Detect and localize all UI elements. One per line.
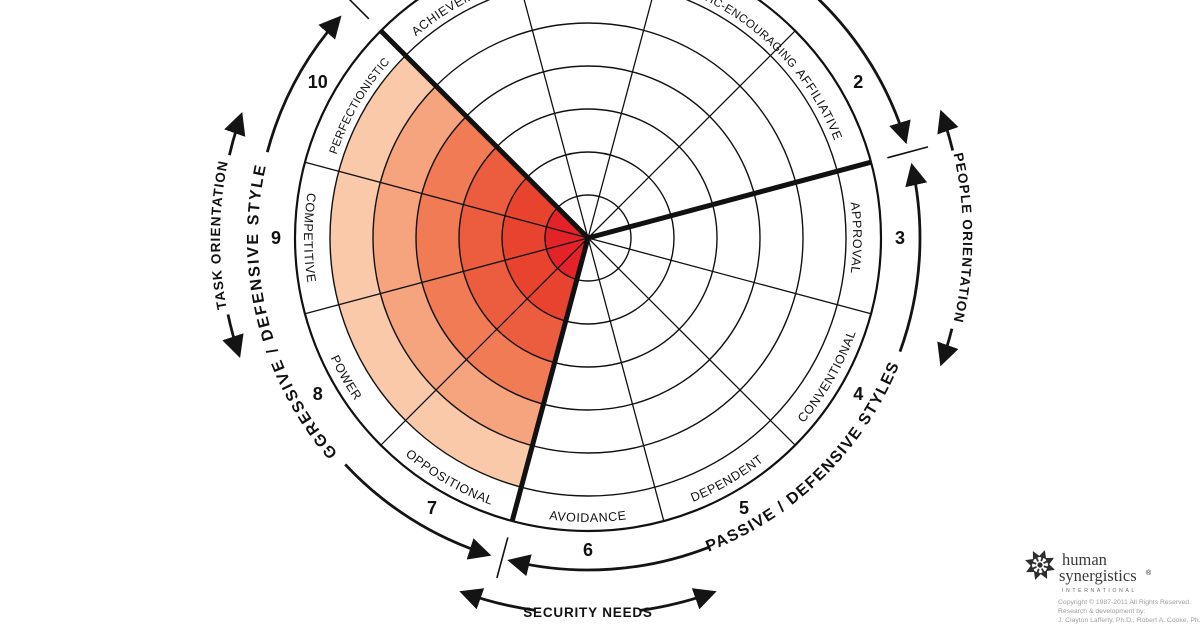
style-number-8: 8 [313, 384, 323, 404]
style-label-humanistic-encouraging: HUMANISTIC-ENCOURAGING [650, 0, 799, 71]
spoke-255 [304, 237, 589, 315]
aggressive-cluster-label: AGGRESSIVE / DEFENSIVE STYLES [0, 0, 341, 462]
ring-1 [544, 194, 632, 282]
highlight-band-3 [459, 146, 566, 363]
spoke-15 [587, 0, 653, 239]
passive-arc-lead [507, 545, 711, 577]
ring-5 [372, 22, 804, 454]
cluster-boundary-315 [379, 29, 590, 240]
brand: human synergistics ® INTERNATIONAL Copyr… [1025, 550, 1200, 624]
highlight-band-6 [330, 55, 533, 488]
highlight-band-2 [502, 177, 577, 322]
aggressive-arc-lead [344, 463, 492, 560]
style-label-affiliative: AFFILIATIVE [793, 66, 845, 142]
highlight-band-5 [373, 85, 544, 446]
task-orientation-label: TASK ORIENTATION [208, 159, 231, 311]
aggressive-arc-trail [265, 15, 342, 153]
style-label-power: POWER [328, 353, 365, 403]
style-number-2: 2 [853, 72, 863, 92]
brand-registered-mark: ® [1146, 569, 1152, 577]
cluster-tick-195 [496, 537, 509, 579]
style-number-7: 7 [427, 498, 437, 518]
style-label-competitive: COMPETITIVE [301, 192, 319, 284]
style-number-10: 10 [308, 72, 328, 92]
spoke-225 [380, 237, 589, 446]
brand-name-line2: synergistics [1059, 566, 1137, 585]
brand-subtitle: INTERNATIONAL [1062, 588, 1137, 594]
ring-2 [501, 151, 675, 325]
people-orientation-label: PEOPLE ORIENTATION [951, 151, 975, 324]
brand-credit-1: Research & development by: [1058, 608, 1145, 615]
brand-copyright: Copyright © 1987-2011 All Rights Reserve… [1058, 598, 1191, 606]
highlight-band-4 [416, 116, 555, 405]
spoke-285 [304, 161, 589, 239]
style-label-approval: APPROVAL [848, 201, 864, 275]
spoke-165 [587, 237, 665, 522]
style-label-achievement: ACHIEVEMENT [409, 0, 501, 39]
people-arrow-bottom [937, 328, 959, 367]
cluster-boundary-195 [509, 237, 591, 522]
style-number-3: 3 [895, 228, 905, 248]
style-number-6: 6 [583, 540, 593, 560]
style-numbers: 2 3 4 5 6 7 8 9 10 [271, 72, 905, 560]
brand-credit-2: J. Clayton Lafferty, Ph.D., Robert A. Co… [1058, 617, 1200, 624]
spoke-105 [587, 237, 872, 315]
task-arrow-bottom [222, 314, 244, 358]
spoke-135 [587, 237, 796, 446]
style-number-4: 4 [853, 384, 863, 404]
spoke-45 [587, 30, 796, 239]
brand-name-line1: human [1062, 550, 1107, 569]
cluster-tick-75 [887, 146, 929, 159]
ring-4 [415, 65, 761, 411]
ring-6-label-band-inner [329, 0, 847, 497]
style-label-avoidance: AVOIDANCE [549, 508, 628, 525]
constructive-arc-fragment [817, 0, 911, 145]
cluster-tick-315 [348, 0, 370, 20]
security-needs-label: SECURITY NEEDS [523, 605, 652, 620]
ring-3 [458, 108, 718, 368]
grid [293, 0, 883, 533]
outer-rim [293, 0, 883, 533]
style-number-5: 5 [739, 498, 749, 518]
cluster-boundary-75 [587, 159, 872, 241]
security-arrow-left [459, 588, 536, 612]
style-label-conventional: CONVENTIONAL [795, 328, 859, 425]
spoke-345 [523, 0, 589, 239]
people-arrow-top [937, 109, 959, 151]
passive-cluster-label: PASSIVE / DEFENSIVE STYLES [703, 359, 903, 556]
style-number-9: 9 [271, 228, 281, 248]
passive-arc-trail [898, 162, 928, 353]
task-arrow-top [224, 112, 246, 156]
starburst-logo-icon [1025, 550, 1055, 580]
security-arrow-right [640, 588, 717, 612]
highlight-wedge [330, 55, 588, 488]
